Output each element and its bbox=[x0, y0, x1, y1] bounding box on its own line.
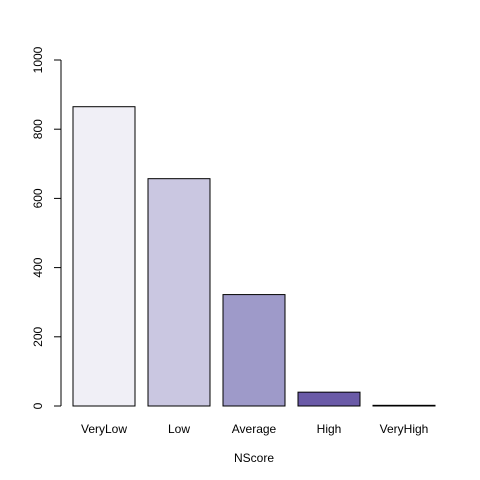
y-axis: 0 200 400 600 800 1000 bbox=[31, 46, 62, 409]
y-tick-label: 600 bbox=[31, 188, 45, 208]
y-tick-label: 800 bbox=[31, 119, 45, 139]
x-tick-label: VeryLow bbox=[81, 422, 127, 436]
bar-average bbox=[222, 294, 286, 407]
x-tick-label: VeryHigh bbox=[380, 422, 429, 436]
x-axis-title: NScore bbox=[234, 451, 274, 465]
bar-low bbox=[147, 178, 211, 407]
y-tick-label: 0 bbox=[31, 402, 45, 409]
x-tick-label: Average bbox=[232, 422, 277, 436]
x-tick-label: High bbox=[317, 422, 342, 436]
x-tick-labels: VeryLow Low Average High VeryHigh bbox=[81, 422, 428, 436]
bars bbox=[72, 106, 436, 407]
bar-verylow bbox=[72, 106, 136, 407]
x-tick-label: Low bbox=[168, 422, 190, 436]
bar-high bbox=[297, 391, 361, 407]
y-tick-label: 400 bbox=[31, 257, 45, 277]
bar-veryhigh bbox=[372, 404, 436, 407]
y-tick-label: 200 bbox=[31, 326, 45, 346]
y-tick-label: 1000 bbox=[31, 46, 45, 73]
